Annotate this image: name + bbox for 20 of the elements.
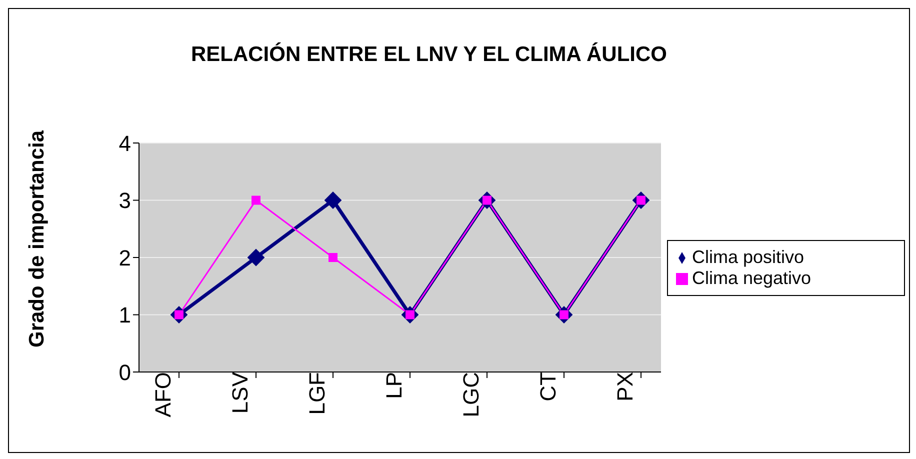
y-tick-label: 0 xyxy=(118,360,131,385)
x-tick-label: LSV xyxy=(228,372,253,414)
y-axis-title: Grado de importancia xyxy=(25,130,48,348)
x-tick-label: LP xyxy=(382,372,407,399)
x-tick-label: LGF xyxy=(304,372,330,415)
y-tick-label: 2 xyxy=(118,245,131,270)
chart-title: RELACIÓN ENTRE EL LNV Y EL CLIMA ÁULICO xyxy=(190,41,668,68)
y-tick-label: 4 xyxy=(118,130,131,156)
x-tick-label: LGC xyxy=(458,372,484,418)
point xyxy=(252,196,260,205)
legend-label: Clima negativo xyxy=(692,268,812,288)
x-tick-label: AFO xyxy=(150,372,176,418)
y-tick-label: 3 xyxy=(118,188,131,214)
legend-label: Clima positivo xyxy=(692,246,804,266)
point xyxy=(328,253,338,262)
y-tick-label: 1 xyxy=(118,302,131,328)
x-tick-label: PX xyxy=(612,372,638,402)
point xyxy=(248,249,264,266)
x-tick-label: CT xyxy=(536,372,561,402)
point xyxy=(324,192,342,209)
